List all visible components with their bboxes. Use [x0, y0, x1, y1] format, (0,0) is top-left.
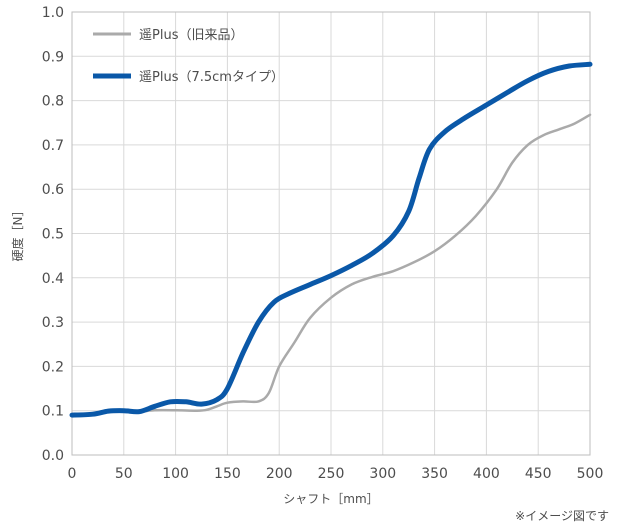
- legend-label-old: 遥Plus（旧来品）: [139, 28, 243, 43]
- y-tick-label: 0.7: [42, 138, 64, 154]
- series-line-new: [69, 61, 593, 418]
- y-tick-label: 0.3: [42, 315, 64, 331]
- x-tick-label: 0: [68, 466, 77, 482]
- x-tick-label: 50: [115, 466, 133, 482]
- x-tick-label: 200: [266, 466, 293, 482]
- y-tick-label: 0.4: [42, 271, 64, 287]
- x-axis-title: シャフト［mm］: [283, 492, 378, 506]
- x-tick-label: 150: [214, 466, 241, 482]
- x-tick-label: 100: [162, 466, 189, 482]
- x-tick-label: 450: [525, 466, 552, 482]
- x-tick-label: 350: [421, 466, 448, 482]
- plot-frame: [71, 11, 591, 456]
- y-tick-label: 0.2: [42, 359, 64, 375]
- x-tick-label: 400: [473, 466, 500, 482]
- y-tick-label: 0.5: [42, 227, 64, 243]
- disclaimer-note: ※イメージ図です: [515, 509, 609, 523]
- y-tick-label: 1.0: [42, 5, 64, 21]
- y-tick-label: 0.1: [42, 404, 64, 420]
- x-tick-label: 250: [318, 466, 345, 482]
- x-tick-labels: 0 50 100 150 200 250 300 350 400 450 500: [68, 466, 604, 482]
- series-line-old: [70, 113, 592, 417]
- y-axis-title: 硬度［N］: [10, 205, 25, 262]
- y-tick-labels: 0.0 0.1 0.2 0.3 0.4 0.5 0.6 0.7 0.8 0.9 1.0: [42, 5, 64, 464]
- series-layer: [69, 61, 593, 418]
- x-tick-label: 300: [369, 466, 396, 482]
- y-tick-label: 0.0: [42, 448, 64, 464]
- y-tick-label: 0.6: [42, 182, 64, 198]
- x-tick-label: 500: [577, 466, 604, 482]
- legend: 遥Plus（旧来品） 遥Plus（7.5cmタイプ）: [93, 28, 284, 85]
- y-tick-label: 0.9: [42, 49, 64, 65]
- legend-label-new: 遥Plus（7.5cmタイプ）: [139, 70, 284, 85]
- y-tick-label: 0.8: [42, 94, 64, 110]
